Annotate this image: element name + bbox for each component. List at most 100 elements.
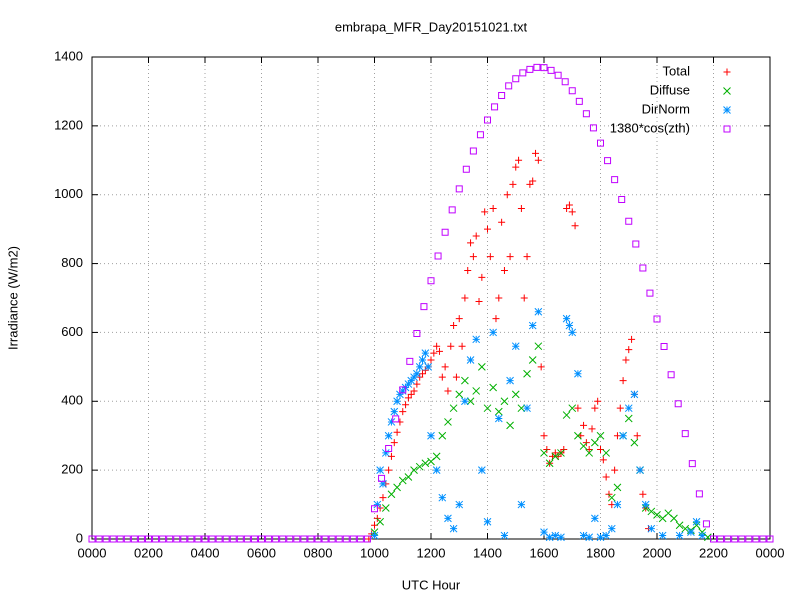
data-point xyxy=(393,428,401,436)
data-point xyxy=(449,404,458,413)
data-point xyxy=(491,103,499,111)
data-point xyxy=(596,431,605,440)
data-point xyxy=(557,449,565,457)
data-point xyxy=(373,500,382,509)
data-point xyxy=(738,535,746,543)
data-point xyxy=(461,376,469,385)
data-point xyxy=(461,294,469,302)
data-point xyxy=(688,460,696,468)
data-point xyxy=(528,321,537,330)
data-point xyxy=(575,97,583,105)
data-point xyxy=(385,444,393,452)
data-point xyxy=(314,535,322,543)
data-point xyxy=(387,490,396,499)
data-point xyxy=(433,342,441,350)
data-point xyxy=(335,535,343,543)
data-point xyxy=(599,456,607,464)
data-point xyxy=(88,535,96,543)
x-tick-label: 1400 xyxy=(473,545,502,560)
data-point xyxy=(477,363,486,371)
data-point xyxy=(512,75,520,83)
data-point xyxy=(498,92,506,100)
data-point xyxy=(710,535,717,543)
x-tick-label: 1200 xyxy=(417,545,446,560)
data-point xyxy=(534,307,543,316)
data-point xyxy=(458,342,466,350)
data-point xyxy=(647,507,656,516)
data-point xyxy=(379,494,387,502)
legend-label: 1380*cos(zth) xyxy=(610,120,690,135)
data-point xyxy=(602,531,611,540)
data-point xyxy=(464,266,472,274)
data-point xyxy=(145,535,152,543)
data-point xyxy=(506,421,514,430)
data-point xyxy=(484,225,491,233)
data-point xyxy=(523,404,531,413)
data-point xyxy=(562,411,571,419)
data-point xyxy=(381,449,390,457)
data-point xyxy=(461,397,469,406)
data-point xyxy=(545,459,554,468)
data-point xyxy=(619,431,627,440)
data-point xyxy=(173,535,181,543)
data-point xyxy=(579,442,588,450)
data-point xyxy=(630,438,639,447)
data-point xyxy=(633,432,641,440)
data-point xyxy=(379,480,387,488)
data-point xyxy=(681,430,689,438)
data-point xyxy=(477,466,486,474)
data-point xyxy=(571,222,579,230)
data-point xyxy=(476,131,484,139)
data-point xyxy=(432,466,441,474)
data-point xyxy=(229,535,237,543)
data-point xyxy=(506,253,514,261)
y-tick-label: 600 xyxy=(61,324,83,339)
data-point xyxy=(272,535,280,543)
data-point xyxy=(515,156,523,164)
data-point xyxy=(387,418,396,426)
data-point xyxy=(519,69,527,77)
data-point xyxy=(137,535,145,543)
data-point xyxy=(441,228,449,236)
data-point xyxy=(625,217,633,225)
legend-symbol xyxy=(723,125,731,133)
data-point xyxy=(602,473,610,481)
data-point xyxy=(444,514,452,523)
x-tick-label: 0400 xyxy=(191,545,220,560)
y-tick-label: 400 xyxy=(61,393,83,408)
data-point xyxy=(551,452,560,461)
data-point xyxy=(520,294,528,302)
data-point xyxy=(597,139,604,147)
data-point xyxy=(653,511,661,519)
data-point xyxy=(639,264,647,272)
data-point xyxy=(444,418,452,426)
data-point xyxy=(494,407,503,416)
data-point xyxy=(622,356,630,364)
data-point xyxy=(438,493,447,502)
data-point xyxy=(517,204,525,212)
data-point xyxy=(533,63,541,71)
data-point xyxy=(500,531,509,540)
data-point xyxy=(381,504,390,512)
data-point xyxy=(495,294,503,302)
x-tick-label: 0000 xyxy=(756,545,785,560)
data-point xyxy=(430,349,438,357)
data-point xyxy=(300,535,308,543)
data-point xyxy=(675,531,684,540)
data-point xyxy=(523,369,531,378)
data-point xyxy=(517,500,526,509)
data-point xyxy=(384,431,393,440)
data-point xyxy=(402,401,410,409)
legend-symbol xyxy=(723,87,731,95)
data-point xyxy=(390,439,398,447)
data-point xyxy=(557,533,565,542)
legend-symbol xyxy=(723,106,731,114)
data-point xyxy=(378,474,386,482)
data-point xyxy=(498,218,506,226)
data-point xyxy=(438,431,447,440)
y-tick-label: 200 xyxy=(61,462,83,477)
data-point xyxy=(545,533,554,542)
x-tick-label: 1000 xyxy=(360,545,389,560)
data-point xyxy=(745,535,753,543)
